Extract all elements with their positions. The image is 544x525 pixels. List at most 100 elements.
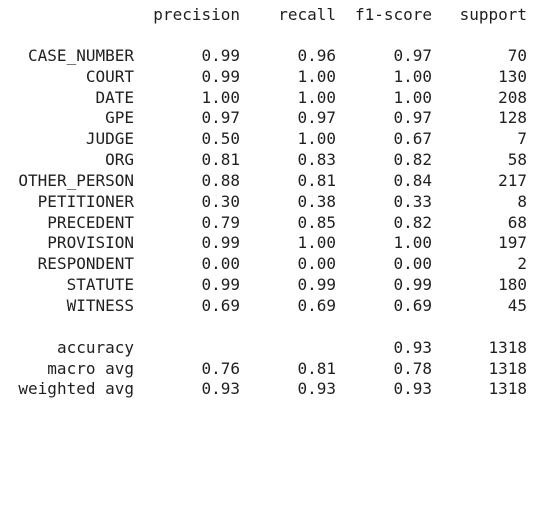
- support-header: support: [459, 5, 527, 24]
- table-row: PROVISION 0.99 1.00 1.00 197: [0, 232, 544, 253]
- f1-score-value: 1.00: [393, 88, 432, 107]
- recall-value: 1.00: [297, 233, 336, 252]
- precision-value: 0.30: [201, 192, 240, 211]
- row-label: GPE: [105, 108, 134, 127]
- support-value: 1318: [488, 379, 527, 398]
- row-label: accuracy: [56, 338, 134, 357]
- support-value: 128: [498, 108, 527, 127]
- precision-header: precision: [153, 5, 240, 24]
- recall-value: 0.00: [297, 254, 336, 273]
- macro-avg-row: macro avg 0.76 0.81 0.78 1318: [0, 358, 544, 379]
- weighted-avg-row: weighted avg 0.93 0.93 0.93 1318: [0, 378, 544, 399]
- table-row: OTHER_PERSON 0.88 0.81 0.84 217: [0, 170, 544, 191]
- classification-report: precision recall f1-score support CASE_N…: [0, 4, 544, 399]
- precision-value: 0.99: [201, 233, 240, 252]
- f1-score-value: 0.97: [393, 46, 432, 65]
- precision-value: 0.00: [201, 254, 240, 273]
- row-label: ORG: [105, 150, 134, 169]
- recall-value: 0.81: [297, 171, 336, 190]
- table-row: COURT 0.99 1.00 1.00 130: [0, 66, 544, 87]
- f1-score-value: 0.93: [393, 379, 432, 398]
- f1-score-header: f1-score: [354, 5, 432, 24]
- recall-value: 0.99: [297, 275, 336, 294]
- support-value: 208: [498, 88, 527, 107]
- table-row: PRECEDENT 0.79 0.85 0.82 68: [0, 212, 544, 233]
- precision-value: 0.93: [201, 379, 240, 398]
- row-label: DATE: [95, 88, 134, 107]
- precision-value: 0.97: [201, 108, 240, 127]
- f1-score-value: 0.82: [393, 150, 432, 169]
- row-label: CASE_NUMBER: [28, 46, 134, 65]
- table-row: RESPONDENT 0.00 0.00 0.00 2: [0, 253, 544, 274]
- recall-value: 1.00: [297, 67, 336, 86]
- recall-value: 0.85: [297, 213, 336, 232]
- support-value: 1318: [488, 359, 527, 378]
- table-row: JUDGE 0.50 1.00 0.67 7: [0, 128, 544, 149]
- support-value: 45: [507, 296, 527, 315]
- f1-score-value: 0.00: [393, 254, 432, 273]
- precision-value: 0.79: [201, 213, 240, 232]
- support-value: 197: [498, 233, 527, 252]
- f1-score-value: 0.78: [393, 359, 432, 378]
- recall-value: 0.83: [297, 150, 336, 169]
- precision-value: 1.00: [201, 88, 240, 107]
- table-row: STATUTE 0.99 0.99 0.99 180: [0, 274, 544, 295]
- row-label: PRECEDENT: [47, 213, 134, 232]
- recall-value: 0.69: [297, 296, 336, 315]
- support-value: 8: [517, 192, 527, 211]
- support-value: 130: [498, 67, 527, 86]
- support-value: 1318: [488, 338, 527, 357]
- precision-value: 0.81: [201, 150, 240, 169]
- recall-value: 1.00: [297, 88, 336, 107]
- precision-value: 0.69: [201, 296, 240, 315]
- accuracy-row: accuracy 0.93 1318: [0, 337, 544, 358]
- precision-value: 0.99: [201, 275, 240, 294]
- precision-value: 0.99: [201, 46, 240, 65]
- row-label: PETITIONER: [37, 192, 134, 211]
- f1-score-value: 0.67: [393, 129, 432, 148]
- precision-value: 0.50: [201, 129, 240, 148]
- support-value: 180: [498, 275, 527, 294]
- row-label: OTHER_PERSON: [18, 171, 134, 190]
- header-row: precision recall f1-score support: [0, 4, 544, 25]
- recall-value: 0.81: [297, 359, 336, 378]
- row-label: macro avg: [47, 359, 134, 378]
- support-value: 2: [517, 254, 527, 273]
- recall-value: 0.38: [297, 192, 336, 211]
- precision-value: 0.88: [201, 171, 240, 190]
- precision-value: 0.99: [201, 67, 240, 86]
- table-row: WITNESS 0.69 0.69 0.69 45: [0, 295, 544, 316]
- table-row: PETITIONER 0.30 0.38 0.33 8: [0, 191, 544, 212]
- f1-score-value: 0.99: [393, 275, 432, 294]
- f1-score-value: 1.00: [393, 233, 432, 252]
- recall-value: 1.00: [297, 129, 336, 148]
- recall-value: 0.93: [297, 379, 336, 398]
- f1-score-value: 0.93: [393, 338, 432, 357]
- row-label: weighted avg: [18, 379, 134, 398]
- row-label: PROVISION: [47, 233, 134, 252]
- support-value: 217: [498, 171, 527, 190]
- f1-score-value: 0.97: [393, 108, 432, 127]
- support-value: 68: [507, 213, 527, 232]
- row-label: WITNESS: [66, 296, 134, 315]
- row-label: JUDGE: [85, 129, 134, 148]
- f1-score-value: 1.00: [393, 67, 432, 86]
- f1-score-value: 0.84: [393, 171, 432, 190]
- support-value: 58: [507, 150, 527, 169]
- recall-value: 0.97: [297, 108, 336, 127]
- support-value: 7: [517, 129, 527, 148]
- table-row: CASE_NUMBER 0.99 0.96 0.97 70: [0, 45, 544, 66]
- f1-score-value: 0.69: [393, 296, 432, 315]
- support-value: 70: [507, 46, 527, 65]
- row-label: STATUTE: [66, 275, 134, 294]
- f1-score-value: 0.33: [393, 192, 432, 211]
- row-label: COURT: [85, 67, 134, 86]
- table-row: ORG 0.81 0.83 0.82 58: [0, 149, 544, 170]
- row-label: RESPONDENT: [37, 254, 134, 273]
- table-row: DATE 1.00 1.00 1.00 208: [0, 87, 544, 108]
- f1-score-value: 0.82: [393, 213, 432, 232]
- recall-header: recall: [278, 5, 336, 24]
- table-row: GPE 0.97 0.97 0.97 128: [0, 107, 544, 128]
- recall-value: 0.96: [297, 46, 336, 65]
- precision-value: 0.76: [201, 359, 240, 378]
